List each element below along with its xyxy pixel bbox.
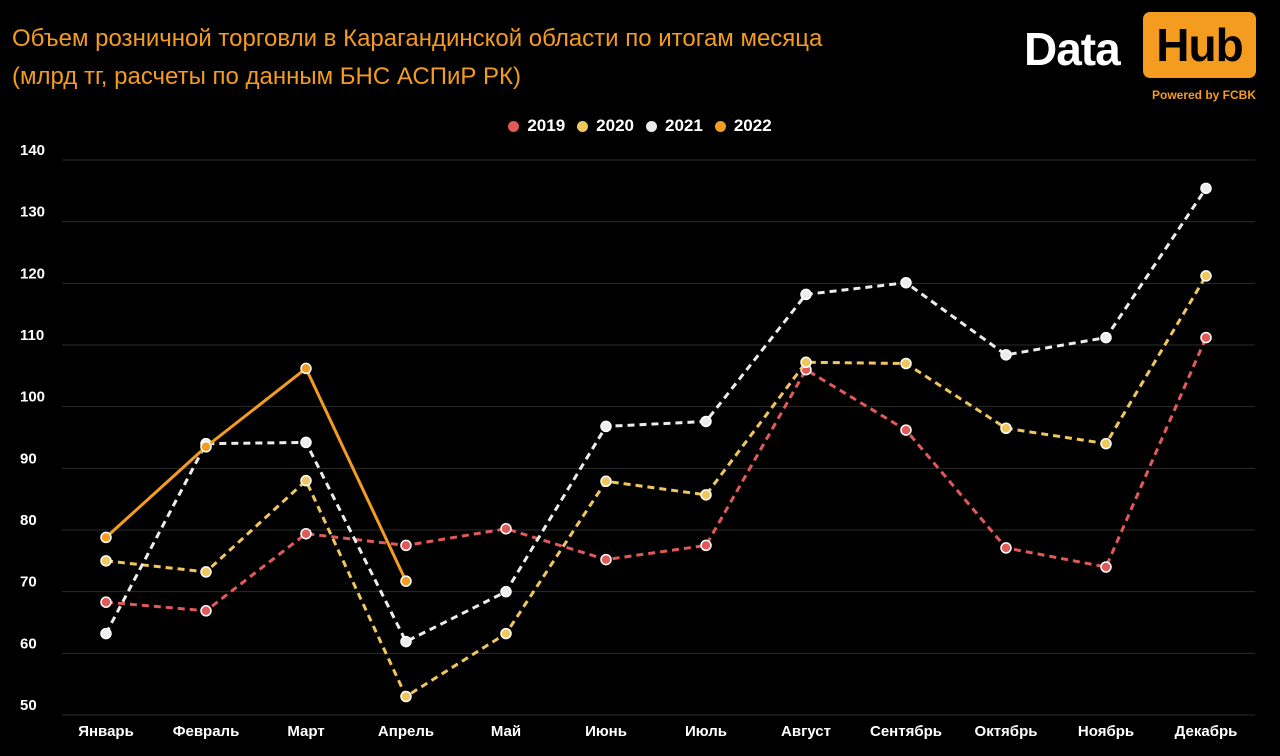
- data-point-2019: [400, 539, 412, 552]
- x-tick-label: Март: [287, 723, 324, 740]
- legend-marker: [714, 120, 726, 132]
- legend-item-2020: 2020: [577, 116, 634, 136]
- series-2021: [100, 182, 1212, 648]
- legend-label: 2021: [665, 116, 703, 135]
- data-point-2021: [700, 415, 712, 428]
- data-point-2021: [300, 436, 312, 449]
- series-line-2020: [105, 275, 1208, 698]
- data-point-2021: [1200, 182, 1212, 195]
- data-point-2022: [400, 575, 412, 587]
- data-point-2019: [600, 553, 612, 566]
- series-2019: [100, 331, 1212, 617]
- data-point-2020: [1200, 270, 1212, 282]
- data-point-2019: [1000, 542, 1012, 554]
- data-point-2020: [600, 475, 612, 488]
- data-point-2019: [300, 527, 312, 540]
- x-tick-label: Сентябрь: [870, 723, 942, 740]
- y-tick-label: 140: [20, 142, 45, 159]
- chart-subtitle: (млрд тг, расчеты по данным БНС АСПиР РК…: [12, 63, 522, 90]
- data-point-2022: [100, 531, 112, 544]
- data-point-2021: [900, 276, 912, 289]
- legend-item-2022: 2022: [714, 116, 772, 136]
- x-tick-label: Январь: [78, 723, 134, 740]
- legend-marker: [577, 120, 589, 132]
- x-tick-label: Август: [781, 723, 831, 740]
- legend-item-2019: 2019: [508, 116, 565, 136]
- data-point-2019: [900, 424, 912, 436]
- logo-tagline: Powered by FCBK: [1151, 88, 1256, 102]
- data-point-2019: [500, 523, 512, 535]
- data-point-2021: [500, 585, 512, 598]
- x-tick-label: Февраль: [173, 723, 240, 740]
- chart-legend: 2019 2020 2021 2022: [0, 112, 1280, 140]
- x-tick-label: Май: [491, 723, 521, 740]
- series-line-2022: [104, 366, 408, 582]
- data-point-2019: [700, 539, 712, 552]
- legend-label: 2019: [527, 116, 566, 135]
- data-point-2021: [400, 635, 412, 648]
- y-tick-label: 80: [20, 512, 37, 529]
- data-point-2022: [200, 441, 212, 453]
- logo-hub-badge: Hub: [1143, 12, 1256, 78]
- x-tick-label: Октябрь: [975, 723, 1038, 740]
- data-point-2020: [1000, 422, 1012, 434]
- series-line-2019: [105, 337, 1208, 613]
- legend-item-2021: 2021: [646, 116, 703, 136]
- legend-marker: [646, 120, 657, 132]
- x-tick-label: Апрель: [378, 723, 434, 740]
- series-line-2021: [104, 187, 1208, 644]
- y-tick-label: 70: [20, 574, 37, 591]
- data-point-2020: [400, 690, 412, 703]
- data-point-2020: [900, 357, 912, 370]
- data-point-2021: [1000, 349, 1012, 361]
- data-point-2019: [100, 596, 112, 608]
- legend-label: 2022: [733, 116, 772, 135]
- series-2022: [100, 362, 412, 587]
- data-point-2020: [200, 566, 212, 578]
- data-point-2020: [1100, 437, 1112, 450]
- y-tick-label: 110: [20, 327, 44, 344]
- legend-marker: [508, 120, 520, 132]
- chart-title: Объем розничной торговли в Карагандинско…: [12, 20, 822, 96]
- y-tick-label: 90: [20, 450, 37, 467]
- series-2020: [100, 270, 1212, 703]
- x-tick-label: Декабрь: [1175, 723, 1238, 740]
- data-point-2021: [100, 627, 112, 640]
- chart-title-line1: Объем розничной торговли в Карагандинско…: [12, 25, 823, 52]
- data-point-2021: [800, 288, 812, 301]
- data-point-2021: [1100, 331, 1112, 344]
- y-tick-label: 130: [20, 204, 45, 221]
- x-tick-label: Июнь: [585, 723, 627, 740]
- datahub-logo: Data Hub Powered by FCBK: [1024, 12, 1256, 102]
- data-point-2020: [300, 474, 312, 487]
- data-point-2020: [500, 627, 512, 640]
- grid-lines: [62, 159, 1255, 716]
- y-tick-label: 120: [20, 265, 45, 282]
- data-point-2019: [1100, 561, 1112, 573]
- data-point-2019: [1200, 331, 1212, 344]
- y-tick-label: 60: [20, 635, 37, 652]
- data-point-2019: [200, 605, 212, 617]
- data-point-2020: [800, 356, 812, 369]
- x-tick-label: Июль: [685, 723, 727, 740]
- data-point-2022: [300, 362, 312, 375]
- x-tick-label: Ноябрь: [1078, 723, 1134, 740]
- data-point-2020: [700, 489, 712, 501]
- data-point-2020: [100, 555, 112, 567]
- data-point-2021: [600, 420, 612, 433]
- legend-label: 2020: [596, 116, 634, 135]
- y-tick-label: 100: [20, 389, 45, 406]
- y-tick-label: 50: [20, 697, 37, 714]
- logo-data-text: Data: [1024, 23, 1121, 75]
